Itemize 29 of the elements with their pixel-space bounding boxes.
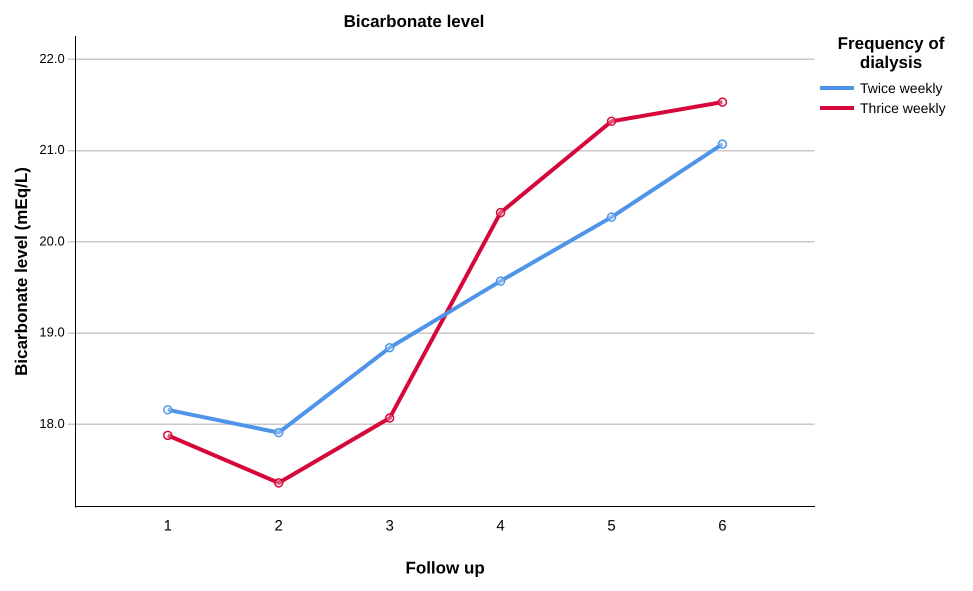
point xyxy=(718,97,728,107)
legend-title: Frequency of dialysis xyxy=(836,34,946,72)
point xyxy=(496,276,506,286)
x-tick-label: 2 xyxy=(274,518,283,535)
point xyxy=(718,139,728,149)
point xyxy=(606,212,616,222)
legend-label: Thrice weekly xyxy=(860,99,946,118)
y-tick-label: 18.0 xyxy=(39,416,65,432)
y-tick-label: 19.0 xyxy=(39,324,65,340)
x-tick-label: 6 xyxy=(718,518,727,535)
point xyxy=(163,430,173,440)
point xyxy=(606,116,616,126)
point xyxy=(496,208,506,218)
x-tick-label: 5 xyxy=(607,518,616,535)
y-tick-label: 22.0 xyxy=(39,50,65,66)
chart-title: Bicarbonate level xyxy=(344,12,484,31)
point xyxy=(274,478,284,488)
x-tick-label: 1 xyxy=(164,518,172,535)
point xyxy=(384,342,394,352)
legend-label: Twice weekly xyxy=(860,79,942,98)
point xyxy=(274,428,284,438)
y-tick-label: 21.0 xyxy=(39,142,65,158)
x-axis-title: Follow up xyxy=(405,558,485,578)
y-tick-label: 20.0 xyxy=(39,233,65,248)
x-tick-label: 3 xyxy=(385,518,394,535)
point xyxy=(384,413,394,423)
x-tick-label: 4 xyxy=(496,518,505,535)
point xyxy=(163,405,173,415)
y-axis-title: Bicarbonate level (mEq/L) xyxy=(12,167,31,376)
